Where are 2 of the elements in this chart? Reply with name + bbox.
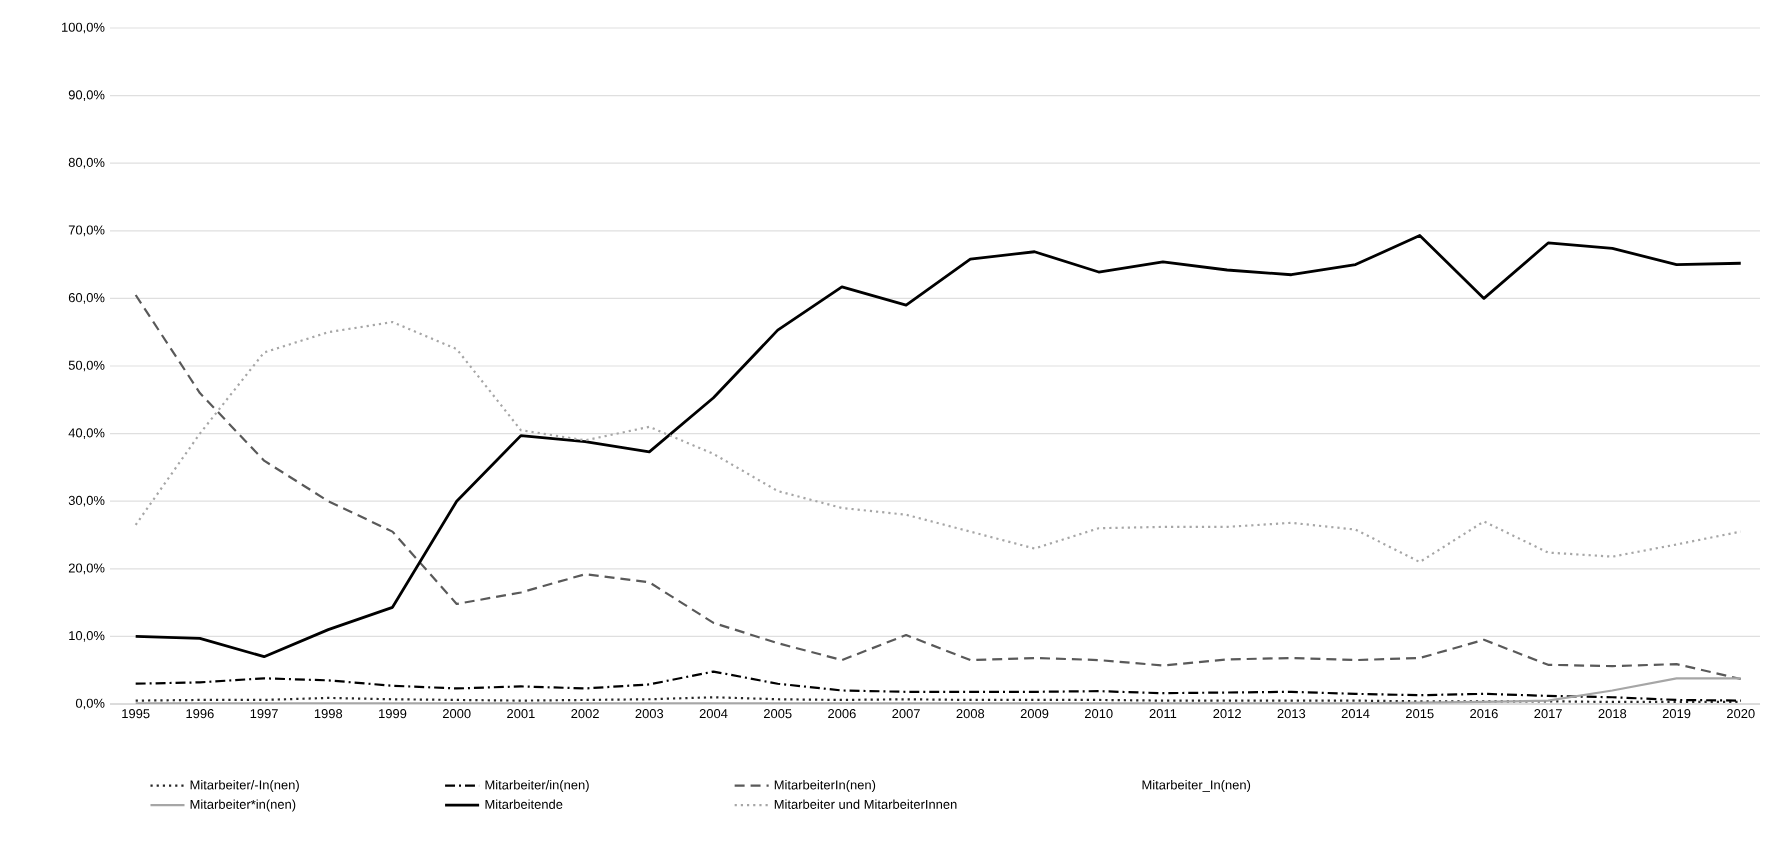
line-series xyxy=(134,234,1743,659)
line-series xyxy=(134,293,1742,681)
